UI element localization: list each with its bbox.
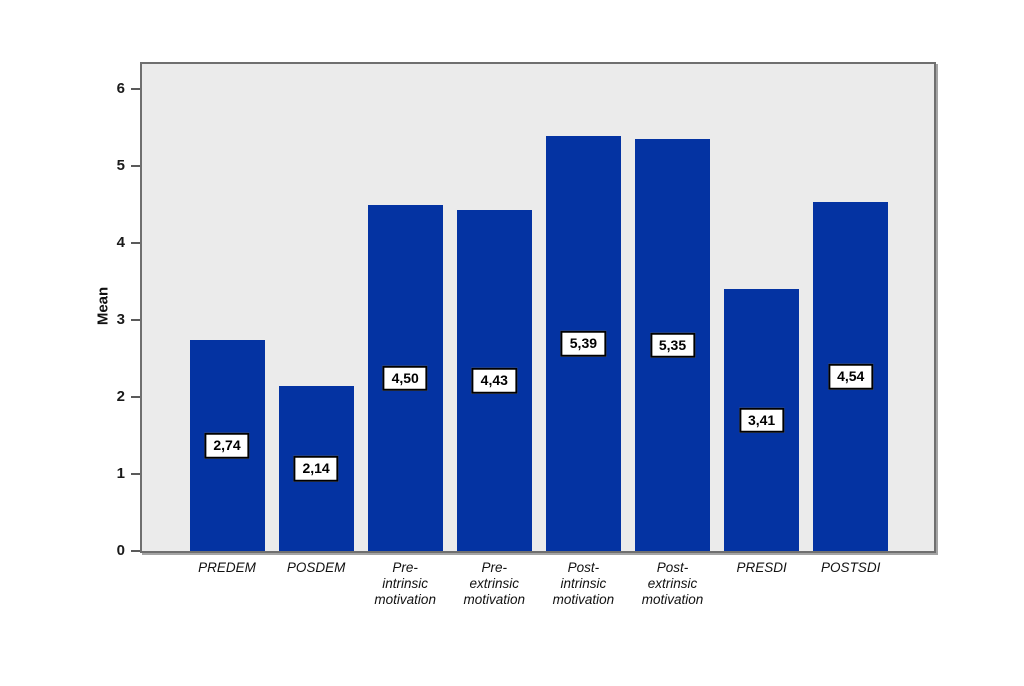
bar-value-label: 5,35 <box>649 332 696 358</box>
bar-value-label: 2,14 <box>293 455 339 482</box>
y-tick-mark <box>131 242 140 245</box>
y-tick-mark <box>131 165 140 168</box>
y-tick-mark <box>131 473 140 476</box>
bar-value-label: 2,74 <box>204 432 250 459</box>
x-tick-label: POSTSDI <box>821 560 881 575</box>
y-tick-label: 2 <box>116 388 125 406</box>
y-tick-mark <box>131 396 140 399</box>
x-tick-label: Pre- extrinsic motivation <box>463 560 526 607</box>
y-tick-mark <box>131 550 140 552</box>
x-tick-label: PRESDI <box>736 560 787 575</box>
x-tick-label: PREDEM <box>198 560 256 575</box>
y-tick-label: 5 <box>116 157 125 175</box>
bar-value-label: 5,39 <box>560 330 607 357</box>
x-tick-label: Post- extrinsic motivation <box>641 560 704 607</box>
x-tick-label: POSDEM <box>286 560 346 575</box>
bar-value-label: 3,41 <box>738 407 785 433</box>
x-tick-label: Pre- intrinsic motivation <box>374 560 436 607</box>
x-tick-label: Post- intrinsic motivation <box>552 560 615 607</box>
y-tick-label: 4 <box>116 234 125 252</box>
y-tick-label: 1 <box>116 465 125 483</box>
y-tick-mark <box>131 88 140 91</box>
y-tick-label: 3 <box>116 311 125 329</box>
bar-value-label: 4,50 <box>382 365 428 391</box>
bar-value-label: 4,54 <box>828 363 874 390</box>
y-tick-label: 0 <box>116 542 125 559</box>
y-tick-label: 6 <box>116 80 125 98</box>
bar-value-label: 4,43 <box>471 367 517 394</box>
y-tick-mark <box>131 319 140 322</box>
plot-area: 2,74 2,14 4,50 4,43 5,39 5,35 3,41 4,54 <box>140 62 936 553</box>
